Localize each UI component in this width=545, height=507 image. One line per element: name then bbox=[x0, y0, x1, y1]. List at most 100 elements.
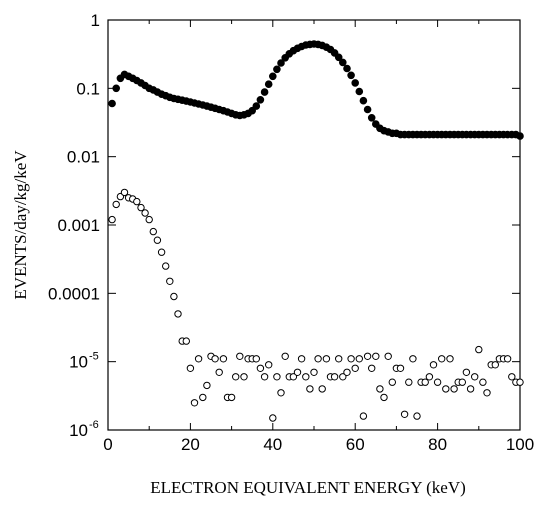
data-point-open bbox=[289, 373, 298, 381]
data-point-open bbox=[133, 197, 141, 206]
data-point-open bbox=[273, 373, 281, 381]
data-point-open bbox=[293, 368, 302, 376]
data-point-open bbox=[322, 355, 331, 363]
data-point-open bbox=[347, 355, 355, 363]
data-point-open bbox=[396, 364, 405, 372]
data-point-filled bbox=[277, 59, 285, 67]
data-point-open bbox=[516, 378, 524, 386]
data-point-open bbox=[508, 373, 516, 381]
data-point-open bbox=[182, 337, 191, 345]
x-tick-label: 60 bbox=[346, 435, 365, 454]
data-point-open bbox=[405, 378, 413, 386]
data-point-open bbox=[376, 385, 384, 393]
data-point-open bbox=[149, 227, 158, 236]
data-point-open bbox=[240, 373, 248, 381]
data-point-filled bbox=[363, 105, 372, 114]
data-point-filled bbox=[256, 96, 265, 104]
data-point-open bbox=[186, 364, 195, 372]
data-point-open bbox=[236, 352, 244, 360]
y-tick-label: 1 bbox=[91, 11, 100, 30]
data-point-filled bbox=[264, 80, 273, 88]
data-point-open bbox=[297, 355, 306, 363]
data-point-filled bbox=[343, 64, 351, 73]
data-point-filled bbox=[112, 84, 120, 93]
data-point-open bbox=[450, 385, 458, 393]
data-point-open bbox=[215, 368, 223, 376]
data-point-filled bbox=[347, 71, 355, 80]
data-point-open bbox=[314, 355, 322, 363]
data-point-open bbox=[471, 373, 479, 381]
x-tick-label: 20 bbox=[181, 435, 200, 454]
data-point-open bbox=[157, 248, 166, 256]
data-point-open bbox=[483, 389, 491, 397]
data-point-open bbox=[400, 410, 409, 418]
data-point-filled bbox=[338, 58, 347, 67]
data-point-filled bbox=[367, 114, 376, 122]
data-point-open bbox=[310, 368, 318, 376]
y-axis-label: EVENTS/day/kg/keV bbox=[11, 150, 30, 300]
data-point-open bbox=[446, 355, 454, 363]
data-point-open bbox=[256, 364, 265, 372]
data-point-open bbox=[355, 355, 363, 363]
data-point-open bbox=[260, 373, 269, 381]
data-point-open bbox=[232, 373, 240, 381]
data-point-filled bbox=[334, 53, 343, 62]
data-point-open bbox=[330, 373, 339, 381]
data-point-open bbox=[277, 389, 285, 397]
x-tick-label: 100 bbox=[506, 435, 534, 454]
data-point-open bbox=[166, 277, 174, 285]
plot-frame bbox=[107, 19, 521, 431]
data-point-open bbox=[108, 215, 116, 224]
data-point-open bbox=[433, 378, 442, 386]
data-point-open bbox=[174, 310, 182, 318]
data-point-open bbox=[194, 355, 203, 363]
data-point-open bbox=[137, 203, 145, 212]
data-point-open bbox=[491, 361, 499, 369]
data-point-filled bbox=[252, 102, 261, 110]
data-point-open bbox=[281, 352, 289, 360]
data-point-open bbox=[413, 412, 421, 420]
data-point-open bbox=[199, 393, 207, 402]
data-point-filled bbox=[260, 88, 269, 96]
data-point-open bbox=[479, 378, 487, 386]
y-tick-exponent: -5 bbox=[89, 351, 99, 363]
data-point-open bbox=[339, 373, 347, 381]
data-point-open bbox=[380, 393, 388, 402]
data-point-filled bbox=[355, 87, 364, 96]
y-tick-label: 0.0001 bbox=[48, 284, 100, 303]
data-point-filled bbox=[351, 79, 360, 87]
data-point-open bbox=[265, 361, 273, 369]
data-point-open bbox=[503, 355, 512, 363]
data-point-open bbox=[335, 355, 343, 363]
data-point-filled bbox=[516, 132, 524, 140]
data-point-open bbox=[203, 381, 211, 390]
data-point-open bbox=[302, 373, 310, 381]
y-tick-label: 0.1 bbox=[76, 79, 100, 98]
data-point-open bbox=[363, 352, 372, 360]
data-point-open bbox=[170, 292, 178, 301]
data-point-open bbox=[190, 399, 199, 407]
data-point-open bbox=[425, 373, 434, 381]
data-point-open bbox=[318, 385, 326, 393]
data-point-filled bbox=[108, 99, 116, 108]
data-point-open bbox=[475, 345, 483, 354]
data-point-filled bbox=[359, 96, 368, 105]
data-point-open bbox=[306, 385, 314, 393]
data-point-open bbox=[227, 393, 236, 402]
data-point-open bbox=[438, 355, 446, 363]
data-point-open bbox=[252, 355, 260, 363]
y-tick-label: 10 bbox=[69, 353, 88, 372]
x-tick-label: 80 bbox=[428, 435, 447, 454]
series-filled bbox=[108, 40, 524, 140]
data-point-open bbox=[141, 209, 149, 217]
data-point-open bbox=[421, 378, 429, 386]
data-point-open bbox=[351, 364, 359, 372]
data-point-open bbox=[153, 236, 162, 244]
x-ticks: 0 20 40 60 80 100 bbox=[103, 20, 534, 454]
data-point-open bbox=[162, 262, 170, 270]
data-point-filled bbox=[273, 65, 281, 74]
data-point-open bbox=[458, 378, 466, 386]
data-point-open bbox=[429, 361, 438, 369]
data-point-open bbox=[384, 352, 392, 360]
